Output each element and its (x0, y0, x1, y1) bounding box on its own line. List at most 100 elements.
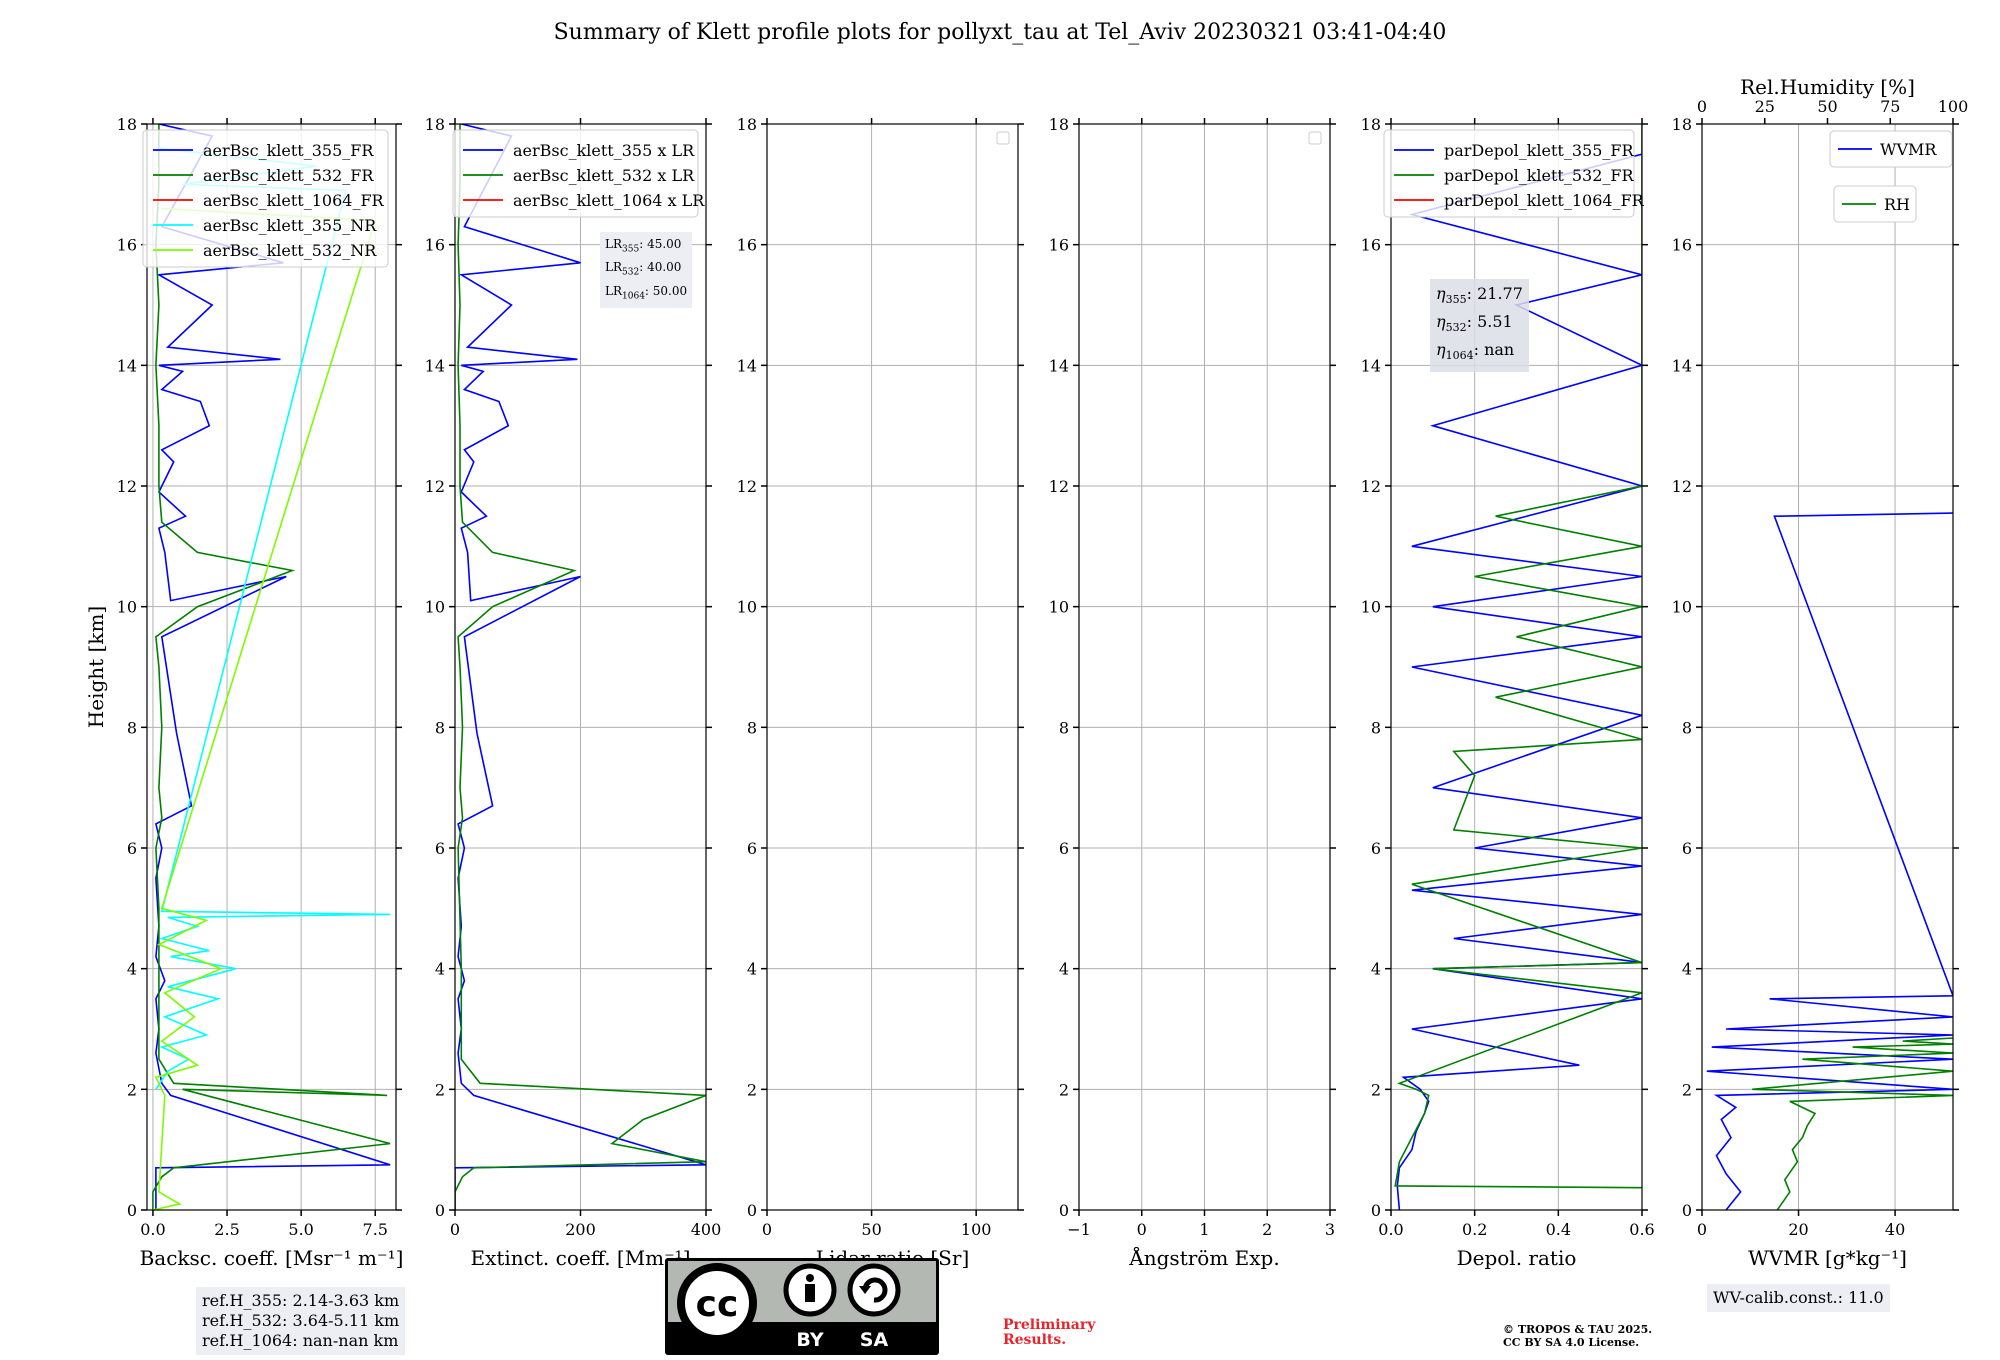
x-tick-label: 1 (1199, 1220, 1209, 1239)
eta-box: η355: 21.77 η532: 5.51 η1064: nan (1430, 279, 1529, 372)
y-tick-label: 2 (1059, 1080, 1069, 1099)
axes-frame (766, 123, 1019, 1211)
y-tick-label: 16 (1049, 236, 1069, 255)
x2-tick-label: 25 (1755, 97, 1775, 116)
y-tick-label: 16 (737, 236, 757, 255)
y-axis-label: Height [km] (84, 606, 108, 728)
y-tick-label: 12 (1672, 477, 1692, 496)
x-tick-label: 0.2 (1462, 1220, 1487, 1239)
series-line-parDepol_klett_532_FR (1394, 124, 1642, 1189)
ref-height-355: ref.H_355: 2.14-3.63 km (202, 1291, 400, 1310)
x-axis-label: Backsc. coeff. [Msr⁻¹ m⁻¹] (140, 1246, 404, 1270)
lr-1064-value: 50.00 (652, 283, 688, 298)
x-tick-label: 2.5 (214, 1220, 239, 1239)
y-tick-label: 2 (127, 1080, 137, 1099)
x-axis-label: Extinct. coeff. [Mm⁻¹] (470, 1246, 690, 1270)
preliminary-line-1: Preliminary (1003, 1317, 1096, 1333)
eta-532-value: 5.51 (1477, 312, 1513, 332)
cc-by-sa-badge: cc BY SA (665, 1258, 939, 1355)
x-tick-label: 0 (1697, 1220, 1707, 1239)
y-tick-label: 2 (747, 1080, 757, 1099)
y-tick-label: 6 (127, 839, 137, 858)
y-tick-label: 12 (117, 477, 137, 496)
x-tick-label: 2 (1262, 1220, 1272, 1239)
y-tick-label: 4 (435, 960, 445, 979)
y-tick-label: 18 (1049, 115, 1069, 134)
y-tick-label: 8 (435, 718, 445, 737)
legend-box (1829, 130, 1953, 168)
series-line-aerBsc_klett_532_NR (152, 207, 377, 1210)
x-axis-label: Depol. ratio (1457, 1246, 1577, 1270)
panel-5: 0 2 4 6 8 10 12 14 16 18 0.0 0.2 0.4 0.6 Depol. ratio p… (1361, 115, 1655, 1270)
y-tick-label: 18 (1361, 115, 1381, 134)
y-tick-label: 10 (425, 598, 445, 617)
y-tick-label: 12 (1361, 477, 1381, 496)
legend-label: aerBsc_klett_355_NR (203, 216, 377, 235)
x-tick-label: 0.4 (1546, 1220, 1571, 1239)
x-tick-label: 20 (1788, 1220, 1808, 1239)
y-tick-label: 10 (1361, 598, 1381, 617)
eta-355-value: 21.77 (1477, 284, 1523, 303)
svg-text:cc: cc (696, 1284, 739, 1325)
y-tick-label: 18 (1672, 115, 1692, 134)
y-tick-label: 8 (1371, 718, 1381, 737)
legend-label: parDepol_klett_355_FR (1444, 141, 1635, 160)
y-tick-label: 14 (117, 356, 137, 375)
y-tick-label: 14 (737, 356, 757, 375)
y-tick-label: 6 (1682, 839, 1692, 858)
y-tick-label: 14 (1361, 356, 1381, 375)
x-tick-label: 0 (762, 1220, 772, 1239)
copyright-line-1: © TROPOS & TAU 2025. (1503, 1323, 1653, 1336)
y-tick-label: 16 (117, 236, 137, 255)
y-tick-label: 0 (1059, 1201, 1069, 1220)
x-tick-label: 100 (961, 1220, 992, 1239)
axes-frame (146, 123, 397, 1211)
y-tick-label: 14 (425, 356, 445, 375)
x2-axis-label: Rel.Humidity [%] (1740, 75, 1915, 99)
panel-3: 024681012141618050100Lidar ratio [Sr] (737, 115, 1024, 1270)
series-line-aerBsc_klett_532_FR (152, 124, 391, 1210)
x-tick-label: 50 (861, 1220, 881, 1239)
legend-label: WVMR (1880, 140, 1937, 159)
lidar-ratio-box: LR355: 45.00 LR532: 40.00 LR1064: 50.00 (600, 232, 693, 309)
y-tick-label: 4 (1059, 960, 1069, 979)
axes-frame (1390, 123, 1643, 1211)
legend-label: aerBsc_klett_355_FR (203, 141, 374, 160)
y-tick-label: 8 (747, 718, 757, 737)
y-tick-label: 0 (1682, 1201, 1692, 1220)
legend-label: aerBsc_klett_1064_FR (203, 191, 385, 210)
y-tick-label: 12 (1049, 477, 1069, 496)
panel-1: 0 2 4 6 8 10 12 14 16 18 0.0 2.5 5.0 7.5 Backsc. coeff… (117, 115, 404, 1270)
x-tick-label: 40 (1885, 1220, 1905, 1239)
y-tick-label: 6 (1059, 839, 1069, 858)
legend-box (1383, 129, 1635, 218)
x2-tick-label: 75 (1880, 97, 1900, 116)
y-tick-label: 10 (117, 598, 137, 617)
x-tick-label: 0.0 (1378, 1220, 1403, 1239)
copyright-note: © TROPOS & TAU 2025. CC BY SA 4.0 Licens… (1503, 1323, 1652, 1349)
legend-label: aerBsc_klett_1064 x LR (513, 191, 705, 210)
y-tick-label: 6 (435, 839, 445, 858)
y-tick-label: 12 (737, 477, 757, 496)
x2-tick-label: 50 (1817, 97, 1837, 116)
x-tick-label: 0.0 (140, 1220, 165, 1239)
x-tick-label: 400 (691, 1220, 722, 1239)
eta-1064-value: nan (1484, 340, 1515, 360)
cc-by-label: BY (796, 1329, 823, 1351)
x2-tick-label: 0 (1697, 97, 1707, 116)
y-tick-label: 4 (1682, 960, 1692, 979)
y-tick-label: 16 (425, 236, 445, 255)
legend-label: RH (1884, 195, 1910, 214)
y-tick-label: 10 (1672, 598, 1692, 617)
x-tick-label: 0.6 (1629, 1220, 1654, 1239)
y-tick-label: 12 (425, 477, 445, 496)
legend-label: aerBsc_klett_532_NR (203, 241, 377, 260)
y-tick-label: 2 (1371, 1080, 1381, 1099)
y-tick-label: 4 (747, 960, 757, 979)
y-tick-label: 18 (425, 115, 445, 134)
y-tick-label: 0 (435, 1201, 445, 1220)
series-line-WVMR (1706, 512, 1953, 1210)
y-tick-label: 8 (1682, 718, 1692, 737)
